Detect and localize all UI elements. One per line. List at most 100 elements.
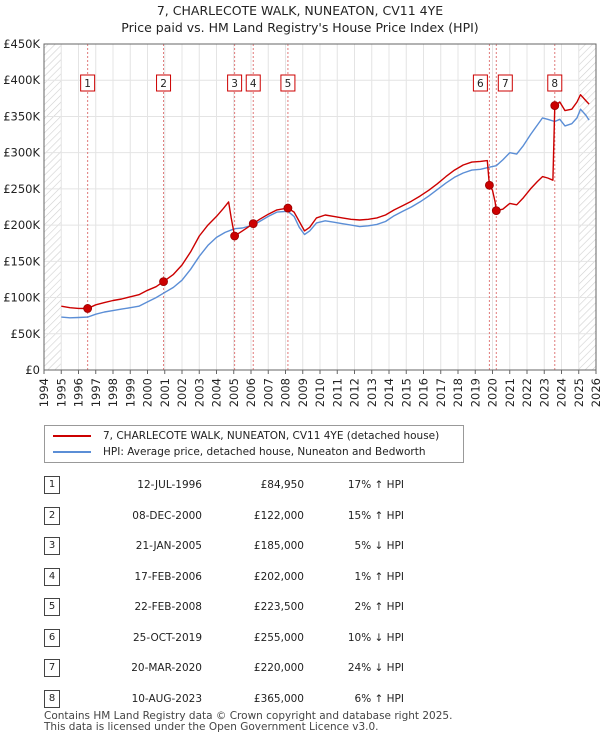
- sale-hpi-diff: 10% ↓ HPI: [347, 631, 404, 644]
- sale-point: [283, 203, 293, 213]
- x-tick-label: 2003: [192, 378, 206, 407]
- sale-price: £202,000: [253, 570, 304, 583]
- sale-label-box: [547, 74, 563, 92]
- x-tick-label: 2025: [572, 378, 586, 407]
- hatched-region: [44, 44, 62, 370]
- sale-price: £255,000: [253, 631, 304, 644]
- sale-number-badge: 8: [44, 689, 60, 708]
- sale-label-box: [227, 74, 243, 92]
- table-row: 5 22-FEB-2008 £223,500 2% ↑ HPI: [44, 592, 404, 623]
- chart-title-address: 7, CHARLECOTE WALK, NUNEATON, CV11 4YE: [156, 3, 444, 18]
- chart-subtitle: Price paid vs. HM Land Registry's House …: [121, 20, 479, 35]
- sale-date: 12-JUL-1996: [137, 479, 202, 492]
- sale-price: £185,000: [253, 540, 304, 553]
- table-row: 7 20-MAR-2020 £220,000 24% ↓ HPI: [44, 653, 404, 684]
- sale-date: 10-AUG-2023: [131, 692, 202, 705]
- x-tick-label: 2018: [451, 378, 465, 407]
- sale-label-box: [472, 74, 488, 92]
- y-tick-label: £0: [25, 363, 40, 377]
- x-tick-label: 2010: [313, 378, 327, 407]
- sale-price: £223,500: [253, 601, 304, 614]
- sale-label-box: [80, 74, 96, 92]
- x-tick-label: 2013: [365, 378, 379, 407]
- table-row: 3 21-JAN-2005 £185,000 5% ↓ HPI: [44, 531, 404, 562]
- x-tick-label: 2014: [382, 378, 396, 407]
- sale-hpi-diff: 17% ↑ HPI: [347, 479, 404, 492]
- table-row: 1 12-JUL-1996 £84,950 17% ↑ HPI: [44, 470, 404, 501]
- x-tick-label: 2022: [520, 378, 534, 407]
- y-tick-label: £350K: [3, 109, 40, 123]
- sale-price: £84,950: [260, 479, 304, 492]
- sale-number-badge: 4: [44, 567, 60, 586]
- x-tick-label: 2006: [244, 378, 258, 407]
- legend-label-property: 7, CHARLECOTE WALK, NUNEATON, CV11 4YE (…: [103, 430, 440, 442]
- x-tick-label: 2007: [261, 378, 275, 407]
- hatched-region: [578, 44, 596, 370]
- x-tick-label: 2019: [468, 378, 482, 407]
- sale-point: [83, 304, 93, 313]
- sale-label-box: [245, 74, 261, 92]
- table-row: 4 17-FEB-2006 £202,000 1% ↑ HPI: [44, 562, 404, 593]
- x-tick-label: 2000: [141, 378, 155, 407]
- x-tick-label: 2024: [555, 378, 569, 407]
- sale-point: [484, 180, 494, 190]
- x-tick-label: 1996: [72, 378, 86, 407]
- sale-label-box: [280, 74, 296, 92]
- x-tick-label: 2017: [434, 378, 448, 407]
- legend-label-hpi: HPI: Average price, detached house, Nune…: [103, 446, 426, 458]
- x-tick-label: 2008: [279, 378, 293, 407]
- sale-date: 08-DEC-2000: [132, 509, 202, 522]
- y-tick-label: £50K: [11, 327, 41, 341]
- sale-label: 6: [477, 78, 484, 90]
- sale-label-box: [497, 74, 513, 92]
- sale-label: 2: [160, 78, 167, 90]
- x-tick-label: 2009: [296, 378, 310, 407]
- sale-hpi-diff: 1% ↑ HPI: [354, 570, 404, 583]
- legend-swatch-property: [53, 435, 91, 437]
- sale-label: 5: [285, 78, 292, 90]
- x-tick-label: 1994: [37, 378, 51, 407]
- hpi-line: [61, 108, 590, 319]
- sale-label: 7: [502, 78, 509, 90]
- y-tick-label: £300K: [3, 146, 40, 160]
- sale-date: 22-FEB-2008: [134, 601, 202, 614]
- sale-date: 17-FEB-2006: [134, 570, 202, 583]
- y-tick-label: £100K: [3, 291, 40, 305]
- sale-hpi-diff: 2% ↑ HPI: [354, 601, 404, 614]
- legend-swatch-hpi: [53, 451, 91, 453]
- y-tick-label: £400K: [3, 73, 40, 87]
- sale-hpi-diff: 24% ↓ HPI: [347, 662, 404, 675]
- x-tick-label: 2011: [330, 378, 344, 407]
- sale-label: 3: [231, 78, 238, 90]
- x-tick-label: 1995: [54, 378, 68, 407]
- x-tick-label: 1999: [123, 378, 137, 407]
- x-tick-label: 2004: [210, 378, 224, 407]
- table-row: 6 25-OCT-2019 £255,000 10% ↓ HPI: [44, 623, 404, 654]
- sale-number-badge: 5: [44, 598, 60, 617]
- sale-point: [491, 206, 501, 216]
- sale-date: 21-JAN-2005: [135, 540, 202, 553]
- sale-hpi-diff: 5% ↓ HPI: [354, 540, 404, 553]
- y-tick-label: £150K: [3, 254, 40, 268]
- x-tick-label: 2012: [348, 378, 362, 407]
- x-tick-label: 2005: [227, 378, 241, 407]
- x-tick-label: 2016: [417, 378, 431, 407]
- sale-number-badge: 6: [44, 628, 60, 647]
- sale-price: £365,000: [253, 692, 304, 705]
- sale-date: 25-OCT-2019: [133, 631, 202, 644]
- x-tick-label: 2002: [175, 378, 189, 407]
- x-tick-label: 2021: [503, 378, 517, 407]
- sale-point: [159, 277, 168, 287]
- y-tick-label: £450K: [3, 37, 40, 51]
- footer: Contains HM Land Registry data © Crown c…: [44, 711, 452, 733]
- sale-label-box: [156, 74, 172, 92]
- sale-number-badge: 2: [44, 506, 60, 525]
- sale-hpi-diff: 15% ↑ HPI: [347, 509, 404, 522]
- sale-label: 4: [250, 78, 257, 90]
- sale-price: £220,000: [253, 662, 304, 675]
- x-tick-label: 2015: [399, 378, 413, 407]
- sale-date: 20-MAR-2020: [131, 662, 202, 675]
- sale-label: 8: [551, 78, 558, 90]
- sale-number-badge: 7: [44, 659, 60, 678]
